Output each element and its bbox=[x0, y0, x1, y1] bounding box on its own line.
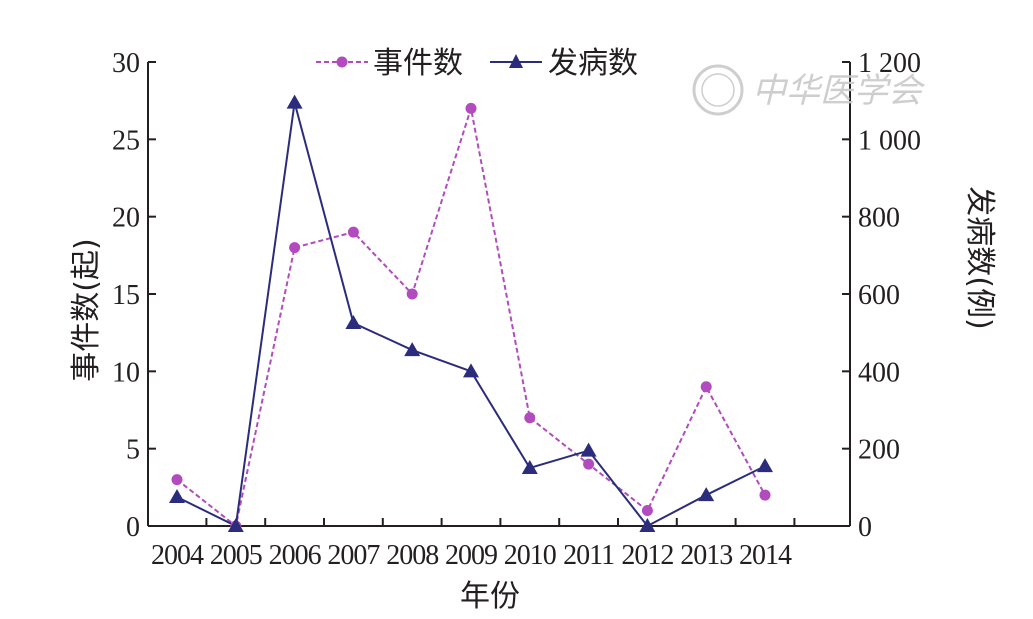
x-tick-label: 2013 bbox=[680, 540, 732, 571]
x-tick-label: 2011 bbox=[563, 540, 614, 571]
axes bbox=[147, 62, 851, 527]
x-tick-label: 2004 bbox=[151, 540, 204, 571]
data-point-cases bbox=[639, 518, 656, 532]
x-tick-label: 2006 bbox=[269, 540, 322, 571]
data-point-events bbox=[289, 242, 301, 254]
data-point-cases bbox=[698, 487, 715, 502]
right-tick-label: 0 bbox=[858, 512, 872, 543]
right-tick-label: 1 000 bbox=[858, 125, 921, 156]
left-tick-label: 30 bbox=[112, 48, 140, 79]
x-tick-label: 2005 bbox=[210, 540, 262, 571]
left-tick-label: 20 bbox=[112, 203, 140, 234]
data-point-events bbox=[347, 226, 359, 238]
data-point-cases bbox=[580, 442, 597, 457]
left-tick-label: 5 bbox=[126, 435, 140, 466]
right-axis-ticks: 0 200 400 600 800 1 000 1 200 bbox=[842, 48, 921, 543]
x-axis-title: 年份 bbox=[460, 579, 520, 614]
right-tick-label: 200 bbox=[858, 435, 900, 466]
watermark-seal-icon bbox=[692, 64, 744, 116]
left-axis-ticks: 0 5 10 15 20 25 30 bbox=[112, 48, 156, 543]
right-tick-label: 800 bbox=[858, 203, 900, 234]
x-tick-label: 2009 bbox=[445, 540, 497, 571]
data-point-events bbox=[759, 489, 771, 501]
series-lines bbox=[176, 102, 766, 528]
x-tick-label: 2008 bbox=[386, 540, 438, 571]
x-tick-label: 2014 bbox=[739, 540, 792, 571]
legend-label-cases: 发病数 bbox=[548, 46, 638, 81]
data-point-cases bbox=[463, 363, 479, 378]
data-point-events bbox=[583, 458, 595, 470]
data-point-cases bbox=[757, 458, 773, 473]
legend-marker-cases bbox=[509, 54, 523, 68]
data-point-events bbox=[465, 102, 477, 114]
legend-label-events: 事件数 bbox=[373, 46, 463, 81]
data-point-cases bbox=[521, 460, 538, 474]
right-axis-title: 发病数(例) bbox=[962, 186, 997, 329]
series-line-cases bbox=[176, 102, 766, 528]
data-point-cases bbox=[345, 315, 362, 329]
right-tick-label: 600 bbox=[858, 280, 900, 311]
watermark: 中华医学会 bbox=[692, 64, 926, 116]
data-point-cases bbox=[286, 94, 303, 109]
left-tick-label: 10 bbox=[112, 357, 140, 388]
data-point-cases bbox=[404, 342, 421, 357]
legend-marker-events bbox=[336, 56, 348, 68]
x-tick-label: 2010 bbox=[504, 540, 556, 571]
watermark-seal-inner bbox=[701, 73, 735, 107]
left-tick-label: 25 bbox=[112, 125, 140, 156]
data-point-events bbox=[641, 505, 653, 517]
x-tick-label: 2007 bbox=[327, 540, 380, 571]
x-axis-ticks: 2004 2005 2006 2007 2008 2009 2010 2011 2012 2013… bbox=[151, 518, 796, 571]
legend: 事件数 发病数 bbox=[316, 46, 638, 81]
data-point-events bbox=[524, 412, 536, 424]
data-point-events bbox=[700, 381, 712, 393]
right-tick-label: 1 200 bbox=[858, 48, 921, 79]
x-tick-label: 2012 bbox=[621, 540, 673, 571]
data-point-events bbox=[171, 474, 183, 486]
left-tick-label: 0 bbox=[126, 512, 140, 543]
left-tick-label: 15 bbox=[112, 280, 140, 311]
series-markers bbox=[169, 94, 773, 532]
watermark-text: 中华医学会 bbox=[752, 71, 926, 111]
right-tick-label: 400 bbox=[858, 357, 900, 388]
data-point-events bbox=[406, 288, 418, 300]
left-axis-title: 事件数(起) bbox=[69, 238, 104, 381]
data-point-cases bbox=[227, 518, 244, 532]
data-point-cases bbox=[169, 489, 185, 503]
